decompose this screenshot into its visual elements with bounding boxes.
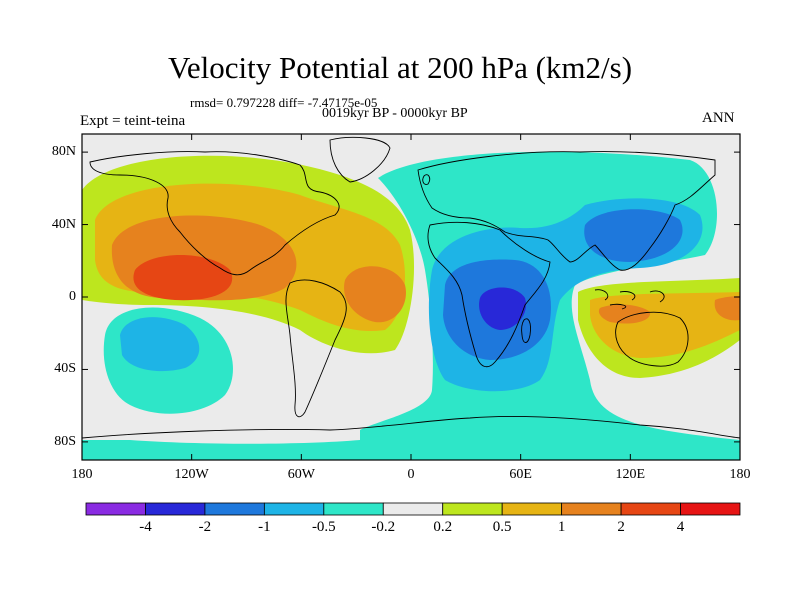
lon-tick-label: 120W [174,467,209,482]
lon-tick-label: 180 [729,467,751,482]
coastline-maritime-continent [594,289,665,310]
lon-tick-label: 60W [287,467,315,482]
colorbar-swatch [680,502,741,516]
lon-tick-label: 120E [615,467,646,482]
coastline-north-america [89,151,340,276]
experiment-label: Expt = teint-teina [80,113,186,129]
coastline-antarctica [82,415,740,439]
colorbar-label: 2 [617,519,625,535]
coastline-layer [82,136,740,439]
coastline-britain [422,174,431,185]
lon-tick-label: 60E [509,467,532,482]
lon-tick-label: 180 [71,467,93,482]
plot-title: Velocity Potential at 200 hPa (km2/s) [167,50,633,85]
lat-tick-label: 40S [54,361,76,377]
coastline-eurasia [417,151,716,271]
coastline-australia [615,311,689,367]
lat-tick-label: 80N [51,144,76,160]
lat-tick-label: 0 [69,289,76,304]
contour-level-2 [133,255,233,301]
colorbar-swatch [85,502,146,516]
colorbar-label: -2 [198,519,212,535]
coastline-south-america [285,279,347,418]
colorbar-swatch [382,502,444,516]
colorbar-label: -4 [139,519,152,535]
coastline-madagascar [521,318,531,343]
contour-level-neg0.5-southwest [120,317,200,372]
colorbar-label: 0.5 [492,519,512,535]
colorbar-swatch [442,502,503,516]
lat-tick-label: 40N [51,216,76,232]
colorbar-label: 4 [676,519,685,535]
colorbar-label: -0.2 [371,519,396,535]
colorbar-label: 1 [557,519,566,535]
contour-level-1-atlantic [344,266,406,323]
colorbar-swatch [323,502,384,516]
contour-fill-layer [82,151,740,460]
colorbar-swatch [263,502,325,516]
colorbar-swatch [204,502,265,516]
contour-level-neg2 [479,287,526,330]
colorbar-label: -1 [258,519,271,535]
contour-level-1-east-edge [714,296,740,321]
colorbar-label: -0.5 [311,519,336,535]
coastline-africa [427,221,551,368]
period-text: 0019kyr BP - 0000kyr BP [322,106,468,121]
lon-tick-label: 0 [407,467,415,482]
colorbar-swatch [145,502,206,516]
tick-marks [81,134,741,460]
contour-level-neg0.2-south-pacific [82,440,360,460]
season-label: ANN [702,110,735,126]
colorbar-label: 0.2 [433,519,453,535]
coastline-greenland [329,136,391,183]
colorbar-swatch [501,502,563,516]
colorbar-swatch [561,502,622,516]
stats-text: rmsd= 0.797228 diff= -7.47175e-05 [190,95,378,110]
lat-tick-label: 80S [54,433,76,449]
contour-level-1-australia [598,304,651,324]
contour-level-neg1-asia [584,209,683,262]
colorbar [85,502,741,516]
colorbar-swatch [620,502,681,516]
